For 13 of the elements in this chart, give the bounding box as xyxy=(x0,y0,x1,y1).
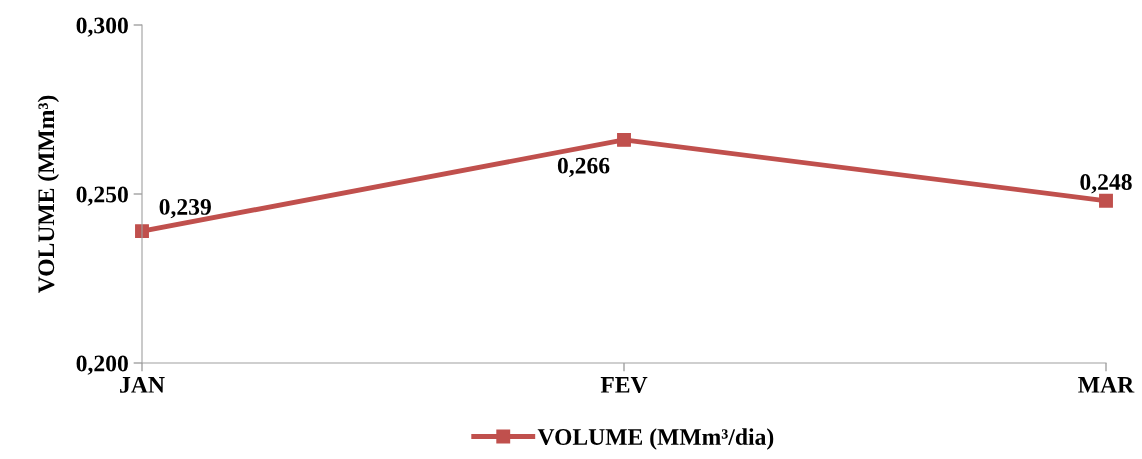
point xyxy=(1099,193,1113,208)
point xyxy=(617,132,631,147)
data-label: 0,239 xyxy=(159,198,211,219)
data-label: 0,248 xyxy=(1080,174,1132,194)
data-label: 0,266 xyxy=(557,157,610,178)
y-axis-title: VOLUME (MMm³) xyxy=(37,95,60,294)
y-tick-label: 0,300 xyxy=(76,17,128,37)
x-tick-label: JAN xyxy=(120,376,165,393)
legend-label: VOLUME (MMm³/dia) xyxy=(537,428,774,450)
y-tick-label: 0,250 xyxy=(76,186,128,206)
x-tick-label: MAR xyxy=(1078,376,1135,393)
x-tick-label: FEV xyxy=(600,377,648,393)
y-tick-label: 0,200 xyxy=(76,355,128,375)
